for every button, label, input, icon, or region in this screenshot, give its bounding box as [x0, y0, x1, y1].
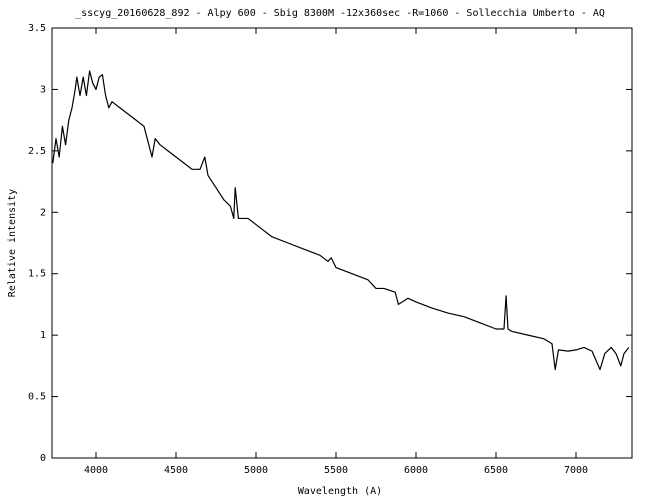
- x-tick-label: 7000: [564, 465, 588, 476]
- x-tick-label: 4000: [84, 465, 108, 476]
- y-tick-label: 0.5: [28, 392, 46, 403]
- y-tick-label: 3.5: [28, 23, 46, 34]
- x-tick-label: 4500: [164, 465, 188, 476]
- x-tick-label: 5000: [244, 465, 268, 476]
- x-tick-label: 6500: [484, 465, 508, 476]
- spectrum-line: [52, 70, 630, 371]
- x-axis-label: Wavelength (A): [298, 486, 382, 497]
- y-tick-label: 2.5: [28, 146, 46, 157]
- y-tick-label: 1: [40, 330, 46, 341]
- y-tick-label: 1.5: [28, 269, 46, 280]
- chart-title: _sscyg_20160628_892 - Alpy 600 - Sbig 83…: [75, 8, 605, 19]
- x-tick-label: 6000: [404, 465, 428, 476]
- y-tick-label: 0: [40, 453, 46, 464]
- y-tick-label: 2: [40, 207, 46, 218]
- y-axis-label: Relative intensity: [7, 189, 18, 297]
- x-tick-label: 5500: [324, 465, 348, 476]
- plot-frame: [51, 27, 633, 459]
- y-tick-label: 3: [40, 84, 46, 95]
